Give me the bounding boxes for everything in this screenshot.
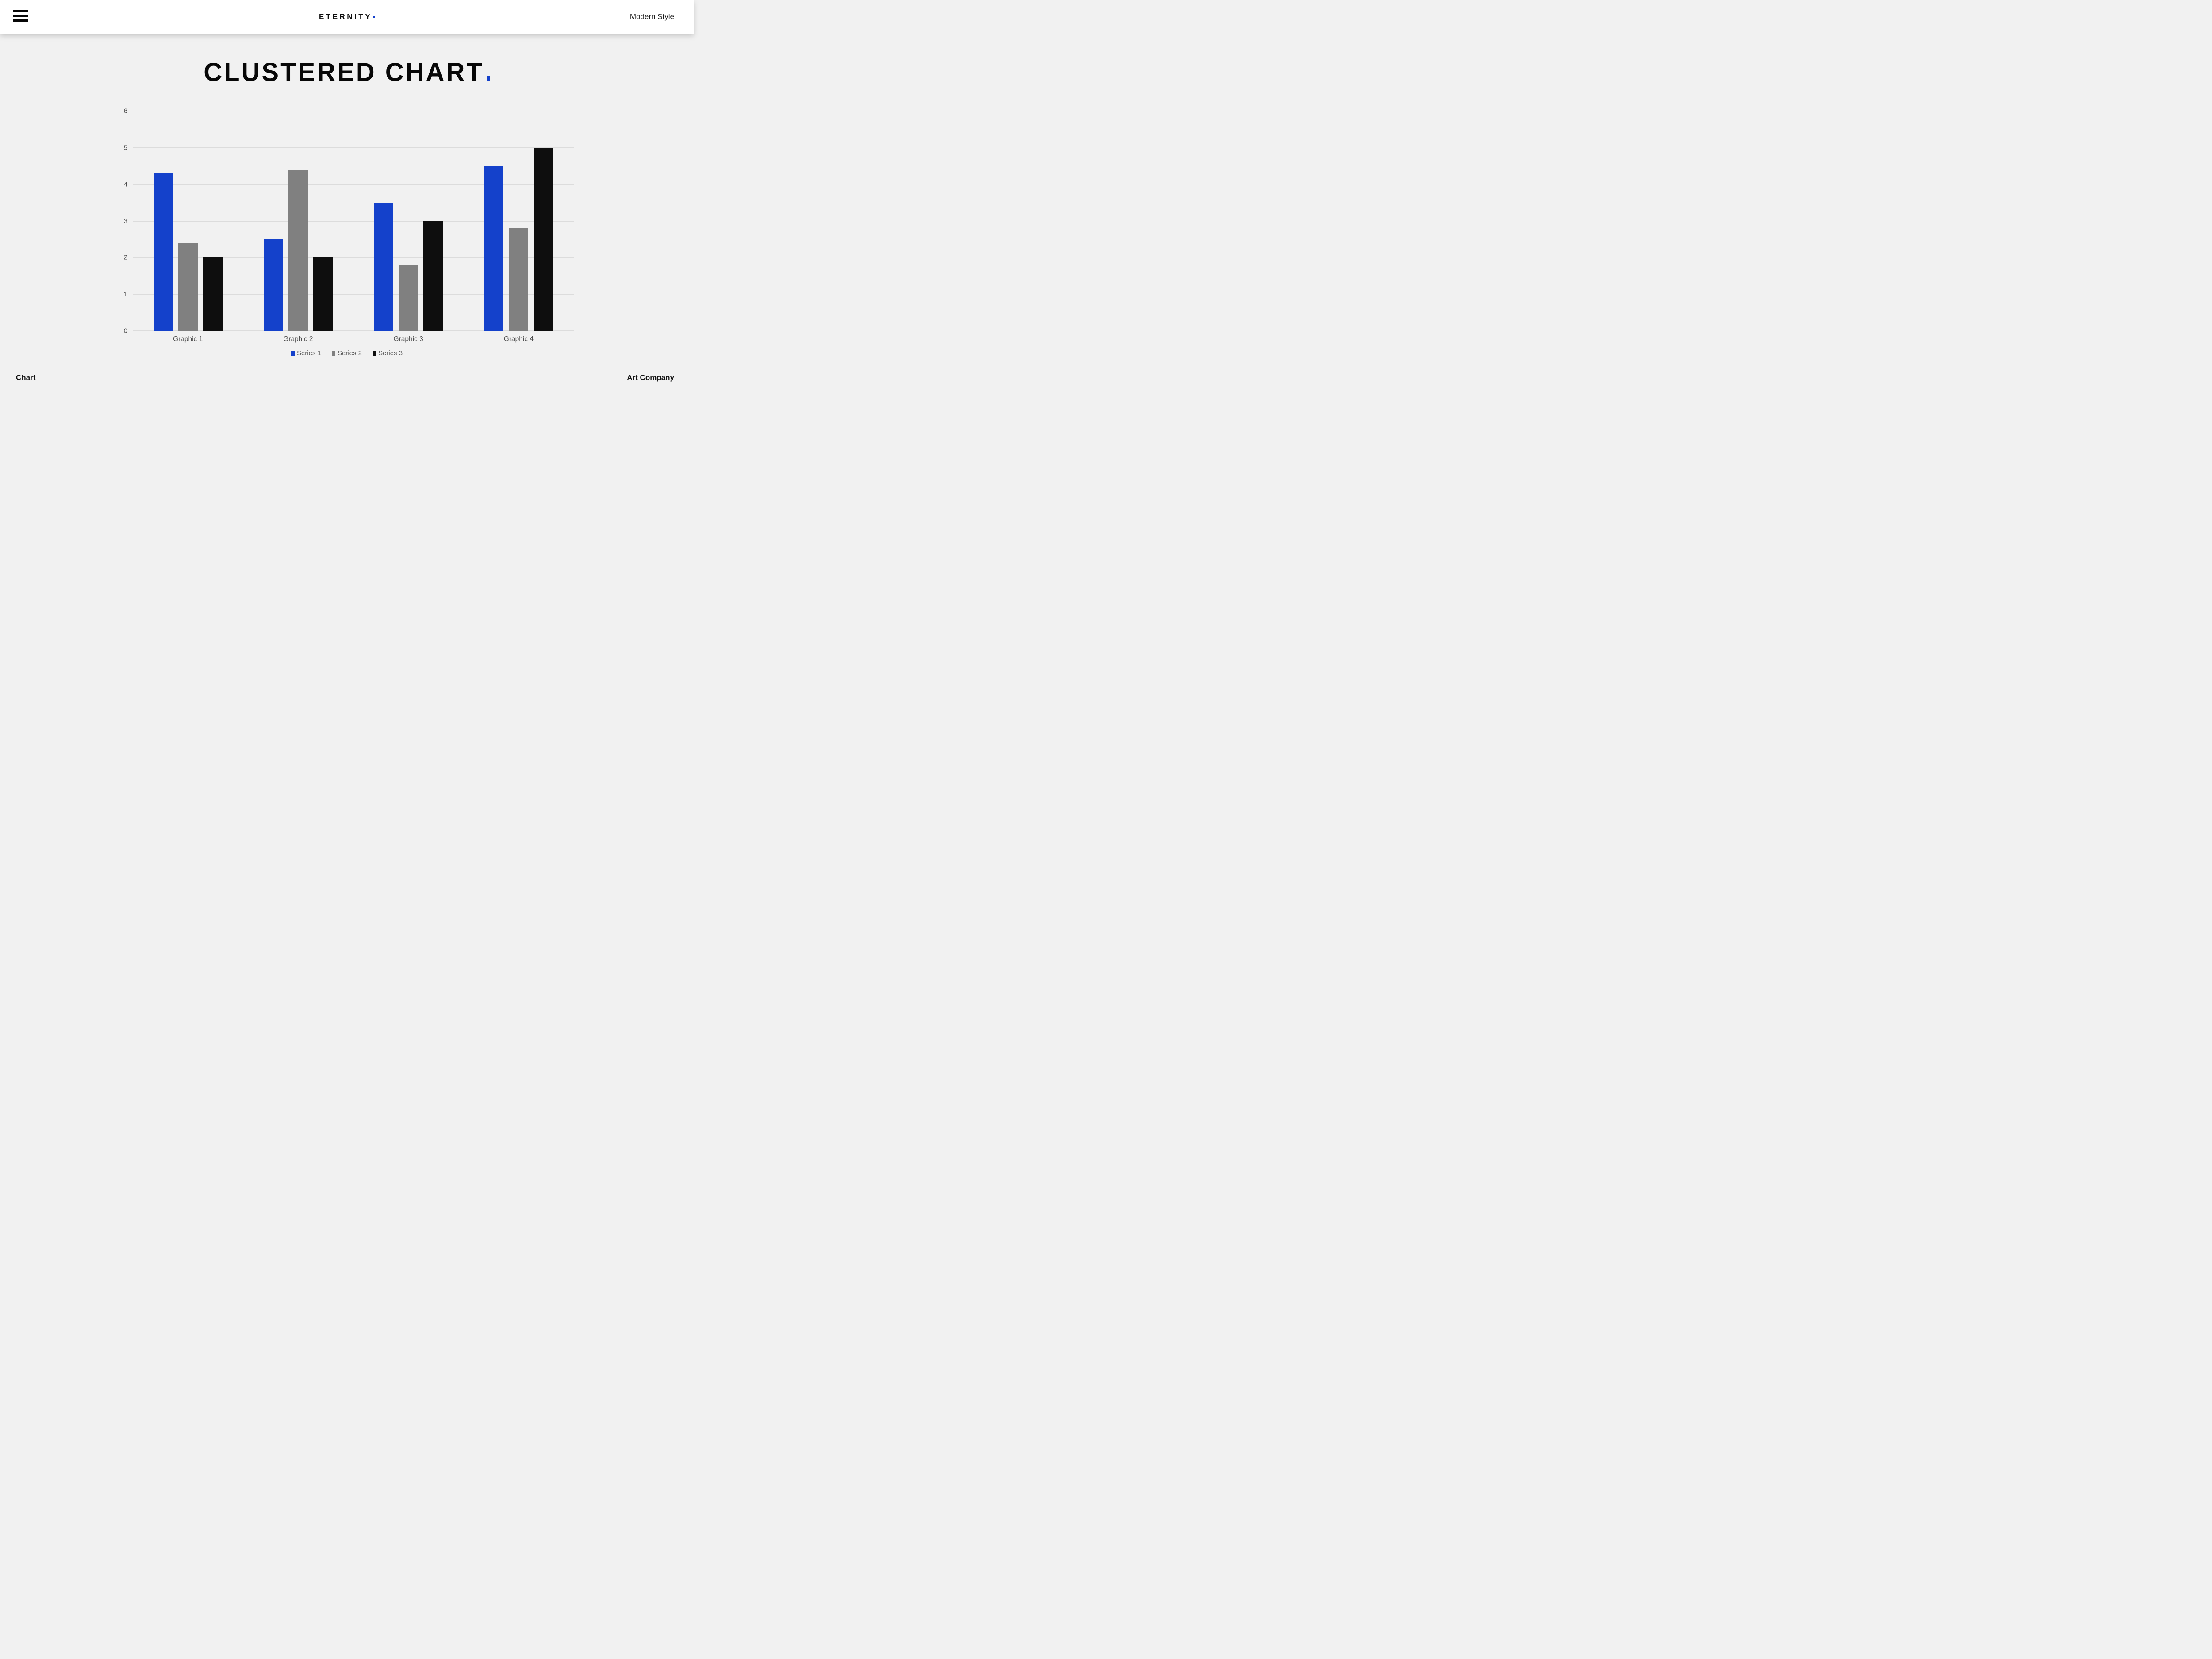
legend-item: Series 1 [291, 349, 321, 357]
slide: ETERNITY. Modern Style CLUSTERED CHART. … [0, 0, 694, 390]
x-axis-labels: Graphic 1 Graphic 2 Graphic 3 Graphic 4 [133, 335, 574, 345]
grid-line [133, 294, 574, 295]
grid-line [133, 184, 574, 185]
brand-logo-dot: . [373, 15, 375, 18]
bar [313, 257, 333, 331]
x-category-label: Graphic 3 [393, 335, 423, 343]
hamburger-bar [13, 10, 28, 12]
bar [153, 173, 173, 331]
bar [263, 239, 283, 331]
footer-right-label: Art Company [627, 373, 674, 382]
bar [484, 166, 504, 331]
hamburger-bar [13, 19, 28, 22]
bar [399, 265, 419, 331]
chart-legend: Series 1 Series 2 Series 3 [0, 349, 694, 357]
y-tick-label: 6 [123, 107, 127, 115]
footer-left-label: Chart [16, 373, 36, 382]
legend-swatch-icon [291, 351, 295, 356]
hamburger-menu-icon[interactable] [13, 10, 28, 22]
page-title: CLUSTERED CHART. [0, 58, 694, 87]
bar [203, 257, 223, 331]
y-tick-label: 0 [123, 327, 127, 335]
grid-line [133, 220, 574, 222]
y-tick-label: 2 [123, 253, 127, 261]
bar [288, 169, 308, 331]
legend-label: Series 1 [296, 349, 321, 357]
y-tick-label: 4 [123, 180, 127, 188]
y-axis: 0 1 2 3 4 5 6 [112, 107, 127, 335]
page-title-text: CLUSTERED CHART [204, 58, 484, 87]
y-tick-label: 5 [123, 144, 127, 152]
grid-line [133, 147, 574, 148]
legend-swatch-icon [331, 351, 335, 356]
grid-line [133, 330, 574, 331]
header-right-label: Modern Style [630, 12, 674, 21]
bar [178, 243, 198, 331]
brand-logo-text: ETERNITY [319, 12, 373, 21]
x-category-label: Graphic 2 [283, 335, 313, 343]
legend-label: Series 3 [378, 349, 403, 357]
legend-item: Series 2 [331, 349, 362, 357]
bar [509, 228, 529, 331]
y-tick-label: 1 [123, 290, 127, 298]
top-bar: ETERNITY. Modern Style [0, 0, 694, 34]
bar-group [153, 111, 223, 331]
page-title-dot: . [486, 76, 490, 81]
legend-label: Series 2 [337, 349, 362, 357]
legend-swatch-icon [373, 351, 376, 356]
bar-group [263, 111, 333, 331]
x-category-label: Graphic 4 [503, 335, 534, 343]
bar [374, 203, 394, 331]
bar [534, 147, 553, 331]
hamburger-bar [13, 15, 28, 17]
bar-group [484, 111, 553, 331]
y-tick-label: 3 [123, 217, 127, 225]
legend-item: Series 3 [373, 349, 403, 357]
grid-line [133, 257, 574, 258]
x-category-label: Graphic 1 [173, 335, 203, 343]
brand-logo: ETERNITY. [0, 0, 694, 34]
bar [423, 221, 443, 331]
bar-group [374, 111, 443, 331]
chart-plot-area [133, 111, 574, 331]
